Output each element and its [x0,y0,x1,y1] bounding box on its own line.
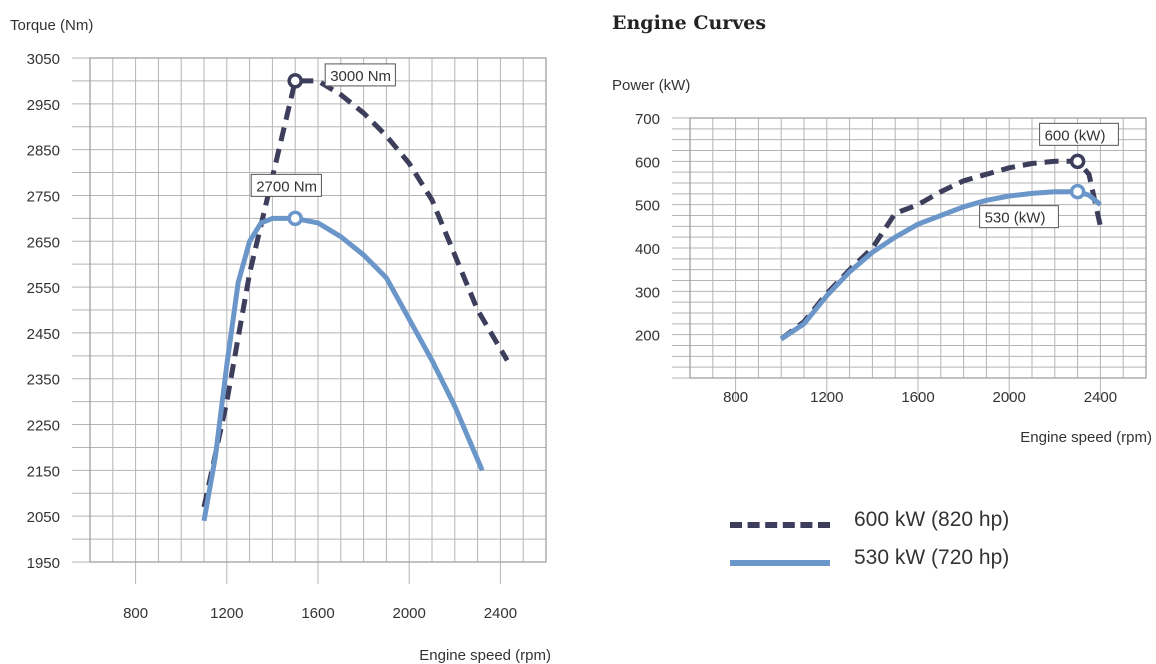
x-axis-label: Engine speed (rpm) [1020,429,1152,446]
x-tick-label: 2000 [393,605,426,622]
legend-swatch-solid [730,560,830,566]
y-tick-label: 2650 [27,234,60,251]
y-tick-label: 2350 [27,372,60,389]
annotation-label: 3000 Nm [330,68,391,85]
x-tick-label: 2400 [484,605,517,622]
y-tick-label: 2850 [27,143,60,160]
annotation-box [979,205,1059,229]
y-tick-label: 2950 [27,97,60,114]
series-line-600kw [201,78,510,508]
x-tick-label: 2000 [993,389,1026,406]
y-tick-label: 2050 [27,509,60,526]
y-axis-label: Power (kW) [612,77,690,94]
x-axis-label: Engine speed (rpm) [419,647,551,664]
x-tick-label: 1600 [901,389,934,406]
peak-marker [287,210,303,227]
x-tick-label: 1600 [301,605,334,622]
annotation-label: 600 (kW) [1045,127,1106,144]
peak-marker [287,73,303,89]
x-tick-label: 800 [123,605,148,622]
y-tick-label: 2150 [27,463,60,480]
y-tick-label: 300 [635,284,660,301]
chart-power: 200 300 400 500 600 700 800 1200 1600 2000 2400 Pow… [612,77,1152,446]
series-line-530kw [779,189,1103,342]
y-tick-label: 2550 [27,280,60,297]
plot-frame [689,117,1147,379]
y-tick-label: 2450 [27,326,60,343]
legend-item-600: 600 kW (820 hp) [730,508,1130,538]
peak-marker [1069,183,1086,200]
annotation-label: 2700 Nm [256,178,317,195]
x-tick-label: 2400 [1084,389,1117,406]
y-tick-label: 1950 [27,555,60,572]
x-tick-label: 800 [723,389,748,406]
page-title: Engine Curves [612,12,767,34]
x-tick-label: 1200 [810,389,843,406]
y-tick-label: 600 [635,154,660,171]
annotation-box [250,173,322,197]
chart-torque: 1950 2050 2150 2250 2350 2450 2550 2650 2750 2850… [10,17,551,664]
y-tick-label: 2250 [27,418,60,435]
x-tick-label: 1200 [210,605,243,622]
annotation-box [324,63,396,87]
y-tick-label: 400 [635,241,660,258]
y-tick-label: 700 [635,111,660,128]
legend-label-600: 600 kW (820 hp) [854,508,1010,531]
annotation-box [1039,122,1119,146]
y-axis-label: Torque (Nm) [10,17,93,34]
series-line-530kw [201,215,485,522]
legend-label-530: 530 kW (720 hp) [854,546,1010,569]
peak-marker [1069,153,1086,170]
y-tick-label: 2750 [27,188,60,205]
legend-item-530: 530 kW (720 hp) [730,546,1130,576]
y-tick-label: 500 [635,198,660,215]
y-tick-label: 200 [635,328,660,345]
annotation-label: 530 (kW) [985,210,1046,227]
legend-swatch-dashed [730,522,830,528]
y-tick-label: 3050 [27,51,60,68]
plot-frame [89,57,547,563]
